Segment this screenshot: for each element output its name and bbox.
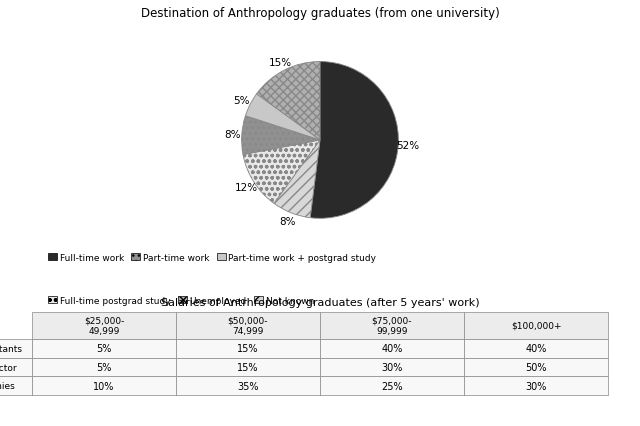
Title: Salaries of Antrhropology graduates (after 5 years' work): Salaries of Antrhropology graduates (aft… bbox=[161, 297, 479, 308]
Wedge shape bbox=[274, 141, 320, 218]
Title: Destination of Anthropology graduates (from one university): Destination of Anthropology graduates (f… bbox=[141, 7, 499, 20]
Text: The Chart Below Shows What Anthropology Graduates from One University: The Chart Below Shows What Anthropology … bbox=[38, 403, 602, 417]
Text: 12%: 12% bbox=[234, 182, 257, 193]
Wedge shape bbox=[245, 95, 320, 141]
Text: 52%: 52% bbox=[396, 141, 419, 151]
Text: 5%: 5% bbox=[234, 96, 250, 106]
Wedge shape bbox=[310, 62, 398, 219]
Legend: Full-time postgrad study, Unemployed, Not known: Full-time postgrad study, Unemployed, No… bbox=[48, 296, 314, 305]
Text: 8%: 8% bbox=[280, 217, 296, 227]
Text: 8%: 8% bbox=[224, 130, 241, 140]
Wedge shape bbox=[257, 62, 320, 141]
Wedge shape bbox=[243, 141, 320, 204]
Wedge shape bbox=[242, 116, 320, 155]
Text: 15%: 15% bbox=[269, 58, 292, 68]
